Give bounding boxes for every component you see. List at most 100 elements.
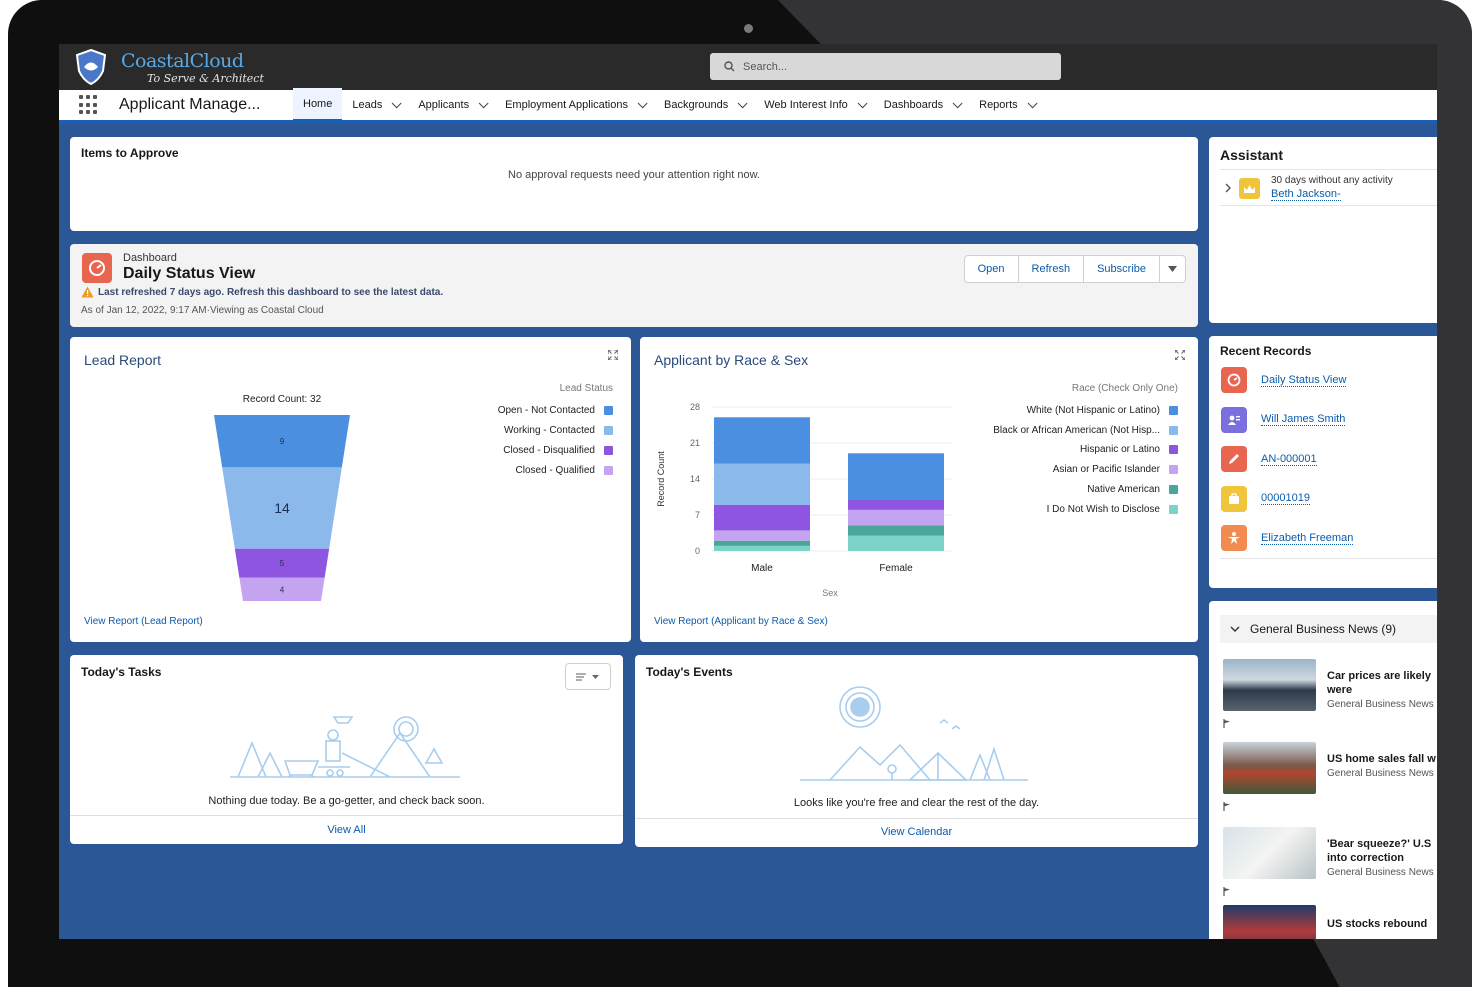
news-thumbnail[interactable] [1223,827,1316,879]
recent-record-link[interactable]: AN-000001 [1261,452,1317,466]
legend-swatch [1169,406,1178,415]
funnel-segment[interactable] [234,548,330,578]
news-title-continued[interactable]: into correction [1327,852,1405,864]
dashboard-header-card: Dashboard Daily Status View Last refresh… [70,244,1198,327]
nav-tab-dashboards[interactable]: Dashboards [874,88,969,122]
chevron-right-icon[interactable] [1225,183,1232,193]
todays-tasks-title: Today's Tasks [81,665,162,679]
news-thumbnail[interactable] [1223,659,1316,711]
news-title[interactable]: 'Bear squeeze?' U.S [1327,838,1432,850]
news-title[interactable]: US stocks rebound [1327,918,1428,930]
lead-funnel-chart: 9 14 5 4 [214,415,350,601]
recent-record-link[interactable]: Elizabeth Freeman [1261,531,1354,545]
chevron-down-icon[interactable] [391,97,402,108]
legend-swatch [604,466,613,475]
recent-record-link[interactable]: 00001019 [1261,492,1310,505]
news-title[interactable]: US home sales fall w [1327,753,1436,765]
recent-record-item[interactable]: AN-000001 [1221,446,1317,472]
todays-events-card: Today's Events Looks like you're free an… [635,655,1198,847]
chevron-down-icon[interactable] [1027,97,1038,108]
bar-segment[interactable] [714,540,810,546]
more-actions-dropdown[interactable] [1160,256,1185,282]
assistant-title: Assistant [1220,147,1284,163]
lead-legend-item[interactable]: Working - Contacted [504,425,613,436]
funnel-segment[interactable] [222,467,342,549]
race-legend-item[interactable]: I Do Not Wish to Disclose [1047,504,1178,515]
funnel-segment-label: 14 [274,500,290,516]
recent-record-item[interactable]: 00001019 [1221,485,1310,512]
view-calendar-link[interactable]: View Calendar [880,826,953,838]
flag-icon[interactable] [1223,715,1231,733]
bar-segment[interactable] [714,463,810,505]
chevron-down-icon[interactable] [952,97,963,108]
race-legend-item[interactable]: White (Not Hispanic or Latino) [1027,405,1178,416]
global-search-input[interactable]: Search... [710,53,1061,80]
flag-icon[interactable] [1223,883,1231,901]
search-icon [724,61,735,72]
recent-record-item[interactable]: Daily Status View [1221,367,1347,393]
bar-segment[interactable] [714,530,810,541]
x-axis-label: Sex [822,588,838,598]
view-lead-report-link[interactable]: View Report (Lead Report) [84,616,203,627]
recent-record-item[interactable]: Will James Smith [1221,406,1346,433]
tasks-filter-dropdown[interactable] [565,663,611,690]
bar-segment[interactable] [848,525,944,536]
nav-tab-label: Backgrounds [664,99,729,111]
funnel-segment[interactable] [214,415,350,468]
legend-swatch [1169,425,1178,435]
bar-segment[interactable] [714,417,810,464]
todays-tasks-card: Today's Tasks Nothing due tod [70,655,623,844]
nav-tab-backgrounds[interactable]: Backgrounds [654,88,754,122]
y-tick-label: 28 [690,402,700,412]
race-legend-item[interactable]: Asian or Pacific Islander [1053,464,1178,475]
y-axis-label: Record Count [656,451,666,507]
bar-segment[interactable] [848,453,944,500]
nav-tab-label: Home [303,97,333,110]
legend-swatch [604,406,613,415]
bar-segment[interactable] [848,535,944,551]
chevron-down-icon[interactable] [478,97,489,108]
news-thumbnail[interactable] [1223,742,1316,794]
nav-tab-leads[interactable]: Leads [342,88,408,122]
open-button[interactable]: Open [965,256,1019,282]
assistant-item-link[interactable]: Beth Jackson- [1271,188,1341,201]
race-legend-item[interactable]: Black or African American (Not Hisp... [993,425,1178,436]
nav-tab-employment-applications[interactable]: Employment Applications [495,88,654,122]
news-title-continued[interactable]: were [1327,684,1353,696]
nav-tab-reports[interactable]: Reports [969,88,1044,122]
lead-legend-item[interactable]: Closed - Disqualified [503,445,613,456]
bar-segment[interactable] [848,499,944,510]
bar-segment[interactable] [714,504,810,531]
funnel-segment[interactable] [239,577,325,601]
app-launcher-grid-icon[interactable] [79,95,99,115]
news-thumbnail[interactable] [1223,905,1316,939]
race-legend-item[interactable]: Native American [1087,484,1178,495]
chevron-down-icon[interactable] [857,97,868,108]
nav-tab-web-interest-info[interactable]: Web Interest Info [754,88,874,122]
news-section-header[interactable]: General Business News (9) [1220,615,1437,643]
subscribe-button[interactable]: Subscribe [1084,256,1160,282]
bar-segment[interactable] [848,509,944,526]
refresh-button[interactable]: Refresh [1019,256,1085,282]
view-all-tasks-link[interactable]: View All [327,824,366,836]
lead-legend-item[interactable]: Open - Not Contacted [498,405,613,416]
bar-segment[interactable] [714,545,810,551]
nav-tab-home[interactable]: Home [293,88,343,122]
nav-tab-applicants[interactable]: Applicants [408,88,495,122]
lead-legend-item[interactable]: Closed - Qualified [516,465,613,476]
brand-tagline: To Serve & Architect [147,72,264,85]
news-title[interactable]: Car prices are likely [1327,670,1431,682]
chevron-down-icon[interactable] [737,97,748,108]
race-legend-item[interactable]: Hispanic or Latino [1080,444,1178,455]
items-to-approve-title: Items to Approve [81,146,179,160]
expand-icon[interactable] [608,350,618,360]
view-race-report-link[interactable]: View Report (Applicant by Race & Sex) [654,616,828,627]
recent-record-link[interactable]: Daily Status View [1261,373,1347,387]
crown-icon [1239,178,1260,199]
recent-record-item[interactable]: Elizabeth Freeman [1221,525,1354,551]
expand-icon[interactable] [1175,350,1185,360]
chevron-down-icon[interactable] [637,97,648,108]
dashboard-action-buttons: Open Refresh Subscribe [963,255,1186,283]
flag-icon[interactable] [1223,798,1231,816]
recent-record-link[interactable]: Will James Smith [1261,413,1346,426]
